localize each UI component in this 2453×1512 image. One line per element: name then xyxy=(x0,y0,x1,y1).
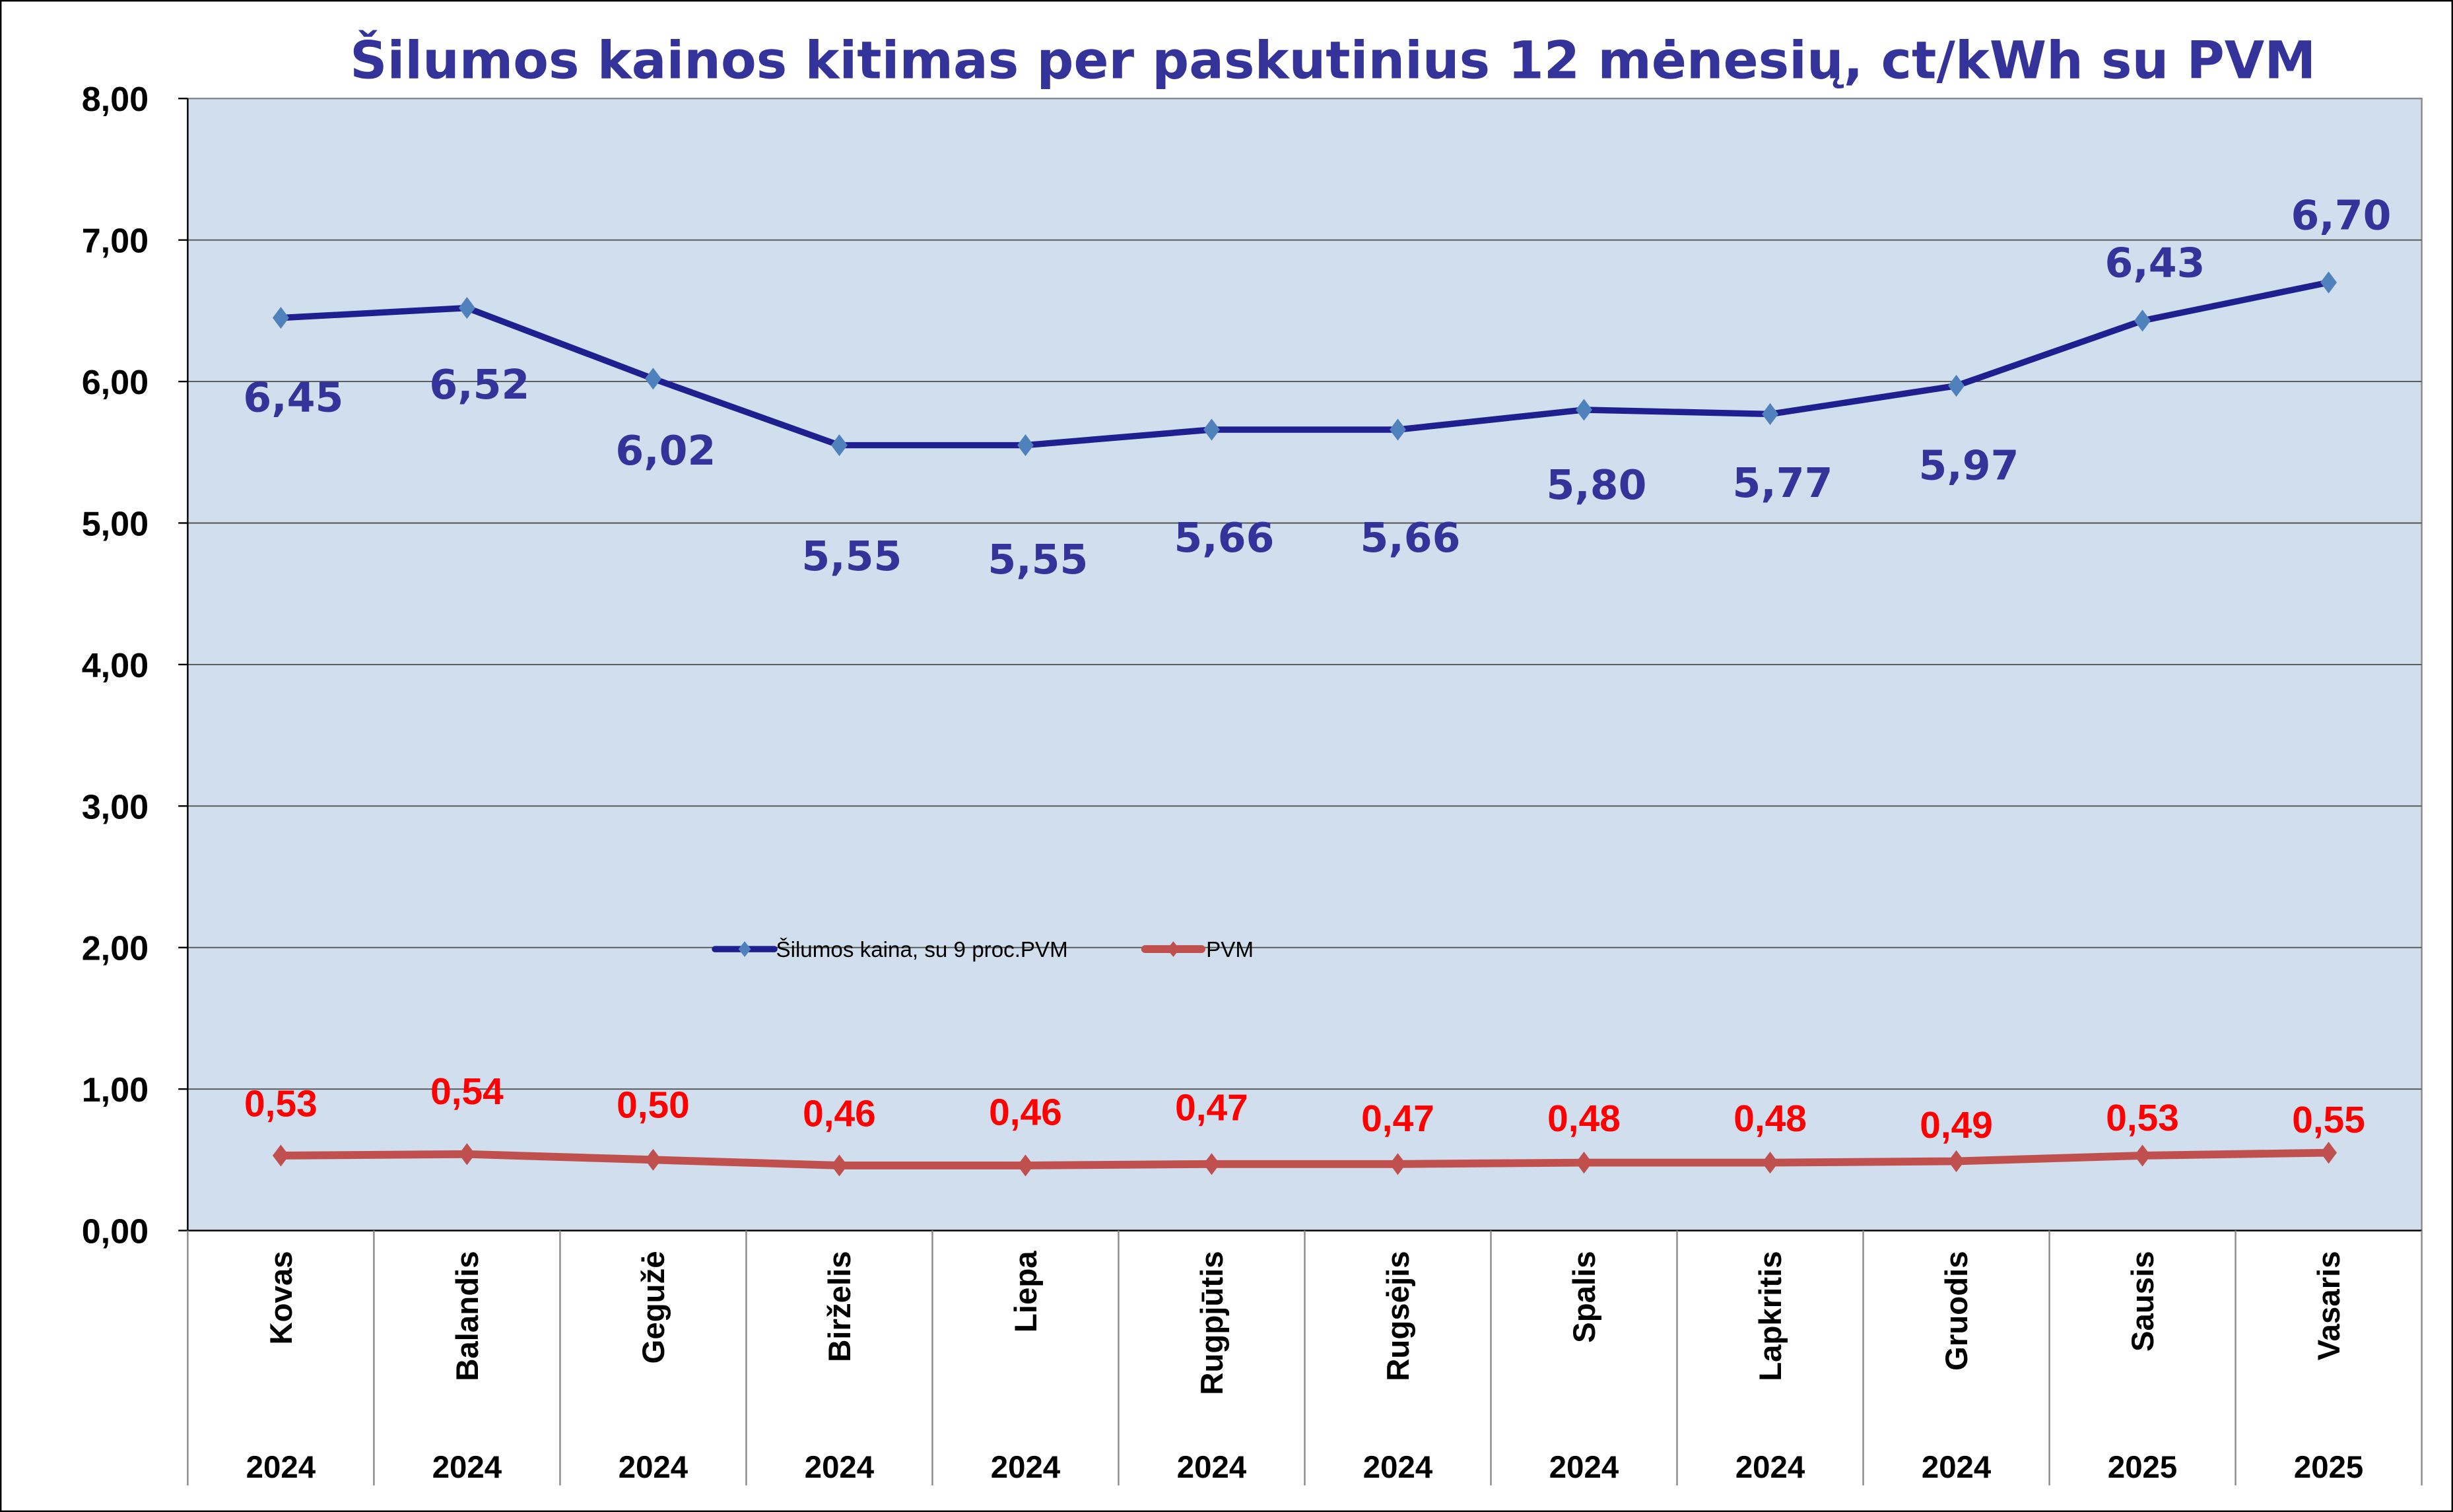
data-label: 0,48 xyxy=(1733,1098,1807,1140)
data-point-marker xyxy=(1762,1152,1778,1174)
data-label: 6,43 xyxy=(2105,240,2205,287)
data-point-marker xyxy=(272,307,289,329)
y-tick-label: 5,00 xyxy=(82,505,149,543)
data-point-marker xyxy=(2320,1142,2337,1164)
x-category-label: Rugsėjis xyxy=(1381,1251,1416,1381)
data-label: 5,77 xyxy=(1732,459,1832,507)
y-tick-label: 0,00 xyxy=(82,1213,149,1251)
legend-label-heat-price: Šilumos kaina, su 9 proc.PVM xyxy=(776,937,1067,962)
data-label: 5,66 xyxy=(1360,514,1460,562)
data-label: 0,50 xyxy=(617,1084,690,1126)
y-tick-label: 4,00 xyxy=(82,647,149,685)
x-year-label: 2024 xyxy=(619,1450,689,1485)
x-year-label: 2024 xyxy=(432,1450,502,1485)
data-point-marker xyxy=(458,297,475,319)
x-category-label: Lapkritis xyxy=(1753,1251,1788,1381)
data-label: 5,55 xyxy=(801,533,902,580)
data-label: 5,97 xyxy=(1919,442,2019,490)
x-year-label: 2025 xyxy=(2294,1450,2363,1485)
series-line-vat xyxy=(281,1148,2329,1169)
data-label: 0,53 xyxy=(2106,1098,2179,1139)
data-label: 0,48 xyxy=(1547,1098,1621,1140)
x-year-label: 2024 xyxy=(1549,1450,1619,1485)
data-point-marker xyxy=(644,368,661,390)
y-tick-label: 6,00 xyxy=(82,364,149,402)
x-category-label: Rugpjūtis xyxy=(1195,1251,1230,1395)
y-tick-label: 1,00 xyxy=(82,1071,149,1109)
x-category-label: Gruodis xyxy=(1939,1251,1974,1371)
data-label: 5,55 xyxy=(988,536,1088,583)
x-year-label: 2025 xyxy=(2108,1450,2177,1485)
y-tick-label: 3,00 xyxy=(82,788,149,826)
data-label: 0,46 xyxy=(989,1092,1062,1133)
data-point-marker xyxy=(1017,434,1034,457)
data-label: 5,66 xyxy=(1174,514,1274,562)
x-category-label: Birželis xyxy=(823,1251,857,1362)
series-line-heat-price xyxy=(281,279,2330,449)
data-label: 0,49 xyxy=(1920,1105,1993,1146)
data-label: 0,47 xyxy=(1175,1087,1248,1129)
data-point-marker xyxy=(1576,1152,1592,1174)
x-year-label: 2024 xyxy=(1363,1450,1433,1485)
data-point-marker xyxy=(2320,271,2337,294)
y-tick-label: 7,00 xyxy=(82,222,149,261)
data-label: 0,55 xyxy=(2292,1100,2365,1141)
data-label: 0,47 xyxy=(1361,1098,1434,1140)
x-year-label: 2024 xyxy=(1177,1450,1247,1485)
data-label: 6,02 xyxy=(615,427,716,475)
x-year-label: 2024 xyxy=(1735,1450,1805,1485)
chart-title: Šilumos kainos kitimas per paskutinius 1… xyxy=(350,30,2316,90)
data-point-marker xyxy=(1576,399,1592,421)
data-label: 0,46 xyxy=(803,1094,876,1135)
x-category-label: Kovas xyxy=(264,1251,299,1344)
x-year-label: 2024 xyxy=(1922,1450,1992,1485)
x-year-label: 2024 xyxy=(991,1450,1061,1485)
data-label: 0,53 xyxy=(244,1084,318,1125)
y-tick-label: 2,00 xyxy=(82,930,149,968)
x-category-label: Spalis xyxy=(1567,1251,1602,1343)
x-category-label: Gegužė xyxy=(636,1251,671,1364)
data-label: 0,54 xyxy=(430,1071,504,1113)
data-point-marker xyxy=(831,434,848,457)
data-point-marker xyxy=(644,1148,661,1171)
x-year-label: 2024 xyxy=(246,1450,316,1485)
x-category-label: Balandis xyxy=(450,1251,485,1381)
data-label: 6,45 xyxy=(243,374,343,422)
data-point-marker xyxy=(458,1143,475,1166)
x-category-label: Sausis xyxy=(2126,1251,2161,1352)
x-year-label: 2024 xyxy=(805,1450,875,1485)
data-label: 6,70 xyxy=(2291,191,2392,239)
x-category-label: Vasaris xyxy=(2312,1251,2347,1360)
y-tick-label: 8,00 xyxy=(82,81,149,119)
data-label: 5,80 xyxy=(1546,461,1646,509)
legend-label-vat: PVM xyxy=(1206,938,1254,962)
x-category-label: Liepa xyxy=(1009,1251,1044,1332)
data-label: 6,52 xyxy=(429,361,529,409)
data-point-marker xyxy=(272,1144,289,1167)
